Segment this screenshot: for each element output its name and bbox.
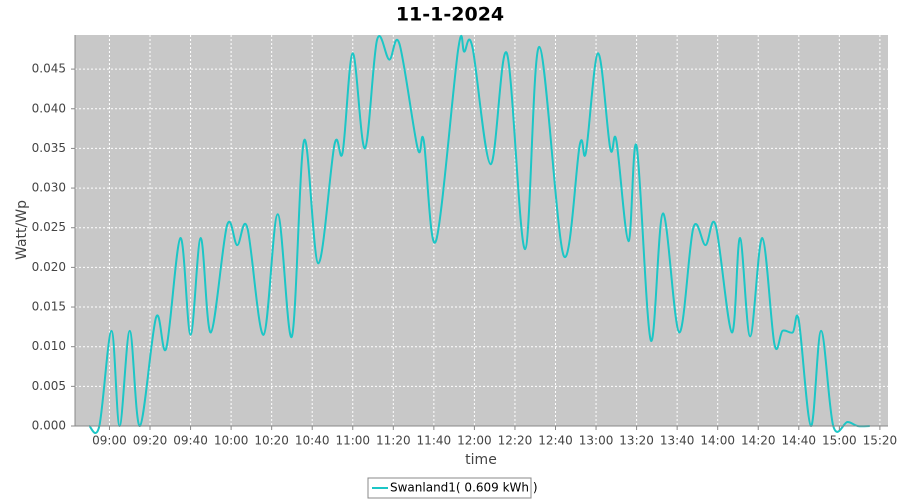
grid	[75, 35, 888, 426]
y-tick-label: 0.035	[32, 141, 66, 155]
x-tick-label: 12:00	[457, 434, 492, 448]
series-line	[88, 34, 870, 434]
x-tick-label: 10:00	[214, 434, 249, 448]
x-tick-label: 14:40	[781, 434, 816, 448]
y-tick-label: 0.015	[32, 300, 66, 314]
x-tick-label: 13:20	[619, 434, 654, 448]
x-tick-label: 15:00	[822, 434, 857, 448]
y-tick-label: 0.045	[32, 62, 66, 76]
x-tick-label: 12:20	[498, 434, 533, 448]
y-tick-label: 0.025	[32, 220, 66, 234]
legend	[367, 477, 532, 499]
x-tick-label: 11:00	[335, 434, 370, 448]
x-tick-label: 13:40	[660, 434, 695, 448]
x-tick-label: 14:20	[741, 434, 776, 448]
x-tick-label: 15:20	[863, 434, 898, 448]
chart-title: 11-1-2024	[396, 4, 504, 26]
x-tick-label: 11:40	[417, 434, 452, 448]
y-tick-label: 0.040	[32, 101, 66, 115]
x-axis-label: time	[465, 452, 497, 468]
x-tick-label: 14:00	[700, 434, 735, 448]
x-tick-label: 12:40	[538, 434, 573, 448]
y-tick-label: 0.010	[32, 339, 66, 353]
y-axis-label: Watt/Wp	[14, 200, 30, 260]
x-tick-label: 09:00	[92, 434, 127, 448]
y-tick-label: 0.000	[32, 419, 66, 433]
legend-label: Swanland1( 0.609 kWh )	[390, 481, 538, 495]
x-tick-label: 13:00	[579, 434, 614, 448]
series-layer	[88, 34, 870, 434]
x-tick-label: 09:40	[173, 434, 208, 448]
x-tick-label: 10:20	[254, 434, 289, 448]
x-tick-label: 10:40	[295, 434, 330, 448]
y-tick-label: 0.005	[32, 379, 66, 393]
plot-area	[75, 35, 888, 426]
y-tick-label: 0.020	[32, 260, 66, 274]
x-tick-label: 11:20	[376, 434, 411, 448]
y-tick-label: 0.030	[32, 181, 66, 195]
x-tick-label: 09:20	[133, 434, 168, 448]
